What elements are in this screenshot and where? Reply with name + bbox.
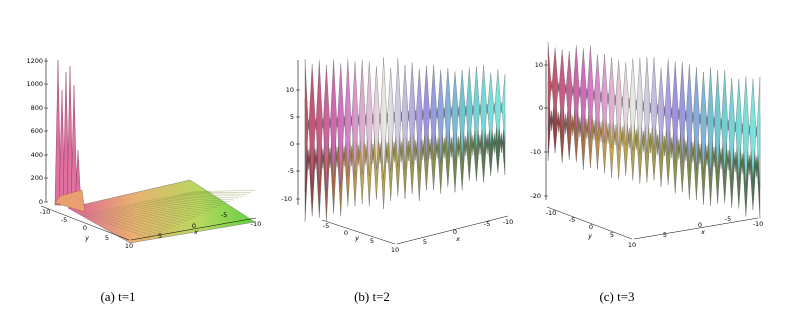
surface-line bbox=[183, 193, 247, 195]
surface-line bbox=[88, 212, 159, 235]
z-tick-label: 10 bbox=[286, 86, 294, 94]
x-axis-label: x bbox=[700, 228, 705, 236]
surface bbox=[54, 189, 86, 213]
surface-line bbox=[102, 209, 172, 229]
surface-line bbox=[106, 208, 176, 227]
caption: (c) t=3 bbox=[599, 289, 634, 304]
y-tick-label: 10 bbox=[391, 246, 399, 254]
x-tick-label: -5 bbox=[484, 220, 490, 228]
y-tick-label: 5 bbox=[610, 231, 614, 239]
z-tick-label: 1000 bbox=[26, 80, 43, 88]
surface-line bbox=[84, 212, 155, 237]
z-tick-label: 200 bbox=[31, 174, 43, 182]
y-tick-label: 0 bbox=[344, 229, 348, 237]
z-tick-label: -5 bbox=[288, 167, 294, 175]
surface-line bbox=[174, 194, 239, 199]
x-tick-label: 5 bbox=[158, 232, 162, 240]
y-tick-label: -10 bbox=[546, 209, 557, 217]
surface-line bbox=[97, 210, 167, 231]
surface bbox=[304, 57, 506, 192]
x-tick-label: 0 bbox=[698, 221, 702, 229]
x-tick-label: -5 bbox=[221, 211, 227, 219]
y-tick-label: -5 bbox=[569, 216, 575, 224]
x-tick-label: -10 bbox=[251, 220, 262, 228]
z-tick-label: 0 bbox=[290, 140, 294, 148]
spike bbox=[54, 59, 62, 206]
surface-line bbox=[129, 203, 197, 218]
y-tick-label: 5 bbox=[105, 234, 109, 242]
y-axis-label: y bbox=[587, 232, 592, 240]
y-tick-label: 0 bbox=[589, 223, 593, 231]
surface-line bbox=[156, 198, 222, 206]
y-axis bbox=[546, 206, 633, 240]
y-tick-label: -5 bbox=[323, 222, 329, 230]
surface-line bbox=[165, 196, 230, 203]
z-tick-label: 600 bbox=[31, 127, 43, 135]
y-axis-label: y bbox=[354, 234, 359, 242]
surface-line bbox=[138, 202, 205, 214]
surface-line bbox=[178, 194, 243, 197]
z-tick-label: -10 bbox=[530, 148, 541, 156]
z-tick-label: 0 bbox=[539, 104, 543, 112]
y-tick-label: 5 bbox=[370, 237, 374, 245]
x-axis bbox=[633, 217, 759, 240]
y-tick-label: 0 bbox=[83, 224, 87, 232]
surface-line bbox=[115, 206, 184, 223]
surface-line bbox=[133, 203, 201, 216]
x-axis-label: x bbox=[193, 228, 198, 236]
surface-line bbox=[147, 200, 214, 210]
surface bbox=[547, 42, 761, 189]
x-axis bbox=[130, 217, 257, 241]
x-tick-label: 0 bbox=[453, 228, 457, 236]
caption: (b) t=2 bbox=[354, 289, 390, 304]
x-tick-label: -10 bbox=[753, 220, 764, 228]
y-axis bbox=[321, 219, 396, 245]
x-tick-label: 5 bbox=[663, 231, 667, 239]
surface-line bbox=[142, 201, 209, 212]
y-axis bbox=[40, 205, 130, 241]
surface bbox=[67, 179, 256, 244]
z-tick-label: -10 bbox=[281, 195, 292, 203]
surface-line bbox=[192, 190, 256, 192]
y-tick-label: -10 bbox=[40, 208, 51, 216]
x-tick-label: -10 bbox=[503, 218, 514, 226]
z-tick-label: 5 bbox=[290, 113, 294, 121]
z-tick-label: -20 bbox=[530, 192, 541, 200]
x-axis bbox=[396, 215, 509, 245]
z-tick-label: 800 bbox=[31, 104, 43, 112]
x-tick-label: 0 bbox=[192, 222, 196, 230]
caption: (a) t=1 bbox=[100, 289, 135, 304]
surface-line bbox=[79, 213, 151, 239]
y-tick-label: -5 bbox=[61, 216, 67, 224]
surface-line bbox=[93, 211, 163, 233]
y-axis-label: y bbox=[84, 234, 89, 242]
surface-line bbox=[111, 207, 180, 225]
z-tick-label: 0 bbox=[39, 198, 43, 206]
surface-line bbox=[151, 199, 218, 208]
y-tick-label: 10 bbox=[628, 241, 636, 249]
z-tick-label: 1200 bbox=[26, 57, 43, 65]
surface-line bbox=[120, 205, 188, 222]
z-tick-label: 400 bbox=[31, 151, 43, 159]
x-axis-label: x bbox=[455, 235, 460, 243]
surface-line bbox=[124, 204, 193, 220]
z-tick-label: 10 bbox=[535, 61, 543, 69]
surface-line bbox=[160, 197, 226, 204]
surface-line bbox=[169, 195, 235, 201]
x-tick-label: 5 bbox=[423, 238, 427, 246]
y-tick-label: 10 bbox=[125, 242, 133, 250]
x-tick-label: -5 bbox=[725, 215, 731, 223]
